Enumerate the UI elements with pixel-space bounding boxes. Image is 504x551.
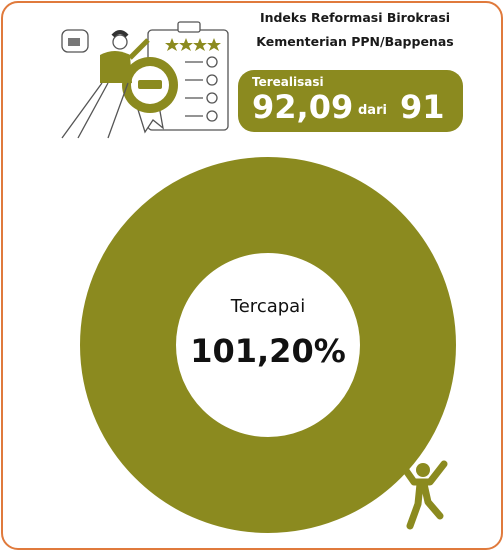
person-icon <box>396 458 448 530</box>
achievement-value: 101,20% <box>190 332 346 370</box>
title-line: Kementerian PPN/Bappenas <box>256 34 453 49</box>
realization-label: Terealisasi <box>252 75 324 89</box>
title-line: Indeks Reformasi Birokrasi <box>260 10 450 25</box>
achievement-label: Tercapai <box>230 296 305 317</box>
target-value: 91 <box>400 88 445 126</box>
illustration <box>61 21 229 139</box>
donut-ring <box>80 157 456 533</box>
realization-value: 92,09 <box>252 88 353 126</box>
connector: dari <box>358 103 387 118</box>
realization-box <box>238 70 463 132</box>
